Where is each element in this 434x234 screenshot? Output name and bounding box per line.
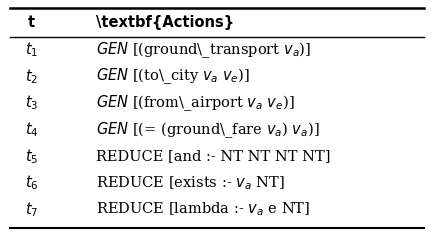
Text: $t_6$: $t_6$ bbox=[25, 174, 38, 192]
Text: REDUCE [and :- NT NT NT NT]: REDUCE [and :- NT NT NT NT] bbox=[96, 149, 331, 163]
Text: $t_2$: $t_2$ bbox=[25, 67, 38, 86]
Text: $t_5$: $t_5$ bbox=[25, 147, 38, 166]
Text: $\it{GEN}$ [(= (ground\_fare $v_a$) $v_a$)]: $\it{GEN}$ [(= (ground\_fare $v_a$) $v_a… bbox=[96, 120, 320, 140]
Text: $\it{GEN}$ [(to\_city $v_a$ $v_e$)]: $\it{GEN}$ [(to\_city $v_a$ $v_e$)] bbox=[96, 67, 250, 86]
Text: $\it{GEN}$ [(ground\_transport $v_a$)]: $\it{GEN}$ [(ground\_transport $v_a$)] bbox=[96, 40, 311, 60]
Text: REDUCE [lambda :- $v_a$ e NT]: REDUCE [lambda :- $v_a$ e NT] bbox=[96, 201, 310, 218]
Text: $t_4$: $t_4$ bbox=[25, 120, 38, 139]
Text: REDUCE [exists :- $v_a$ NT]: REDUCE [exists :- $v_a$ NT] bbox=[96, 174, 285, 192]
Text: $\mathbf{t}$: $\mathbf{t}$ bbox=[27, 14, 36, 30]
Text: $t_1$: $t_1$ bbox=[25, 40, 38, 59]
Text: $t_3$: $t_3$ bbox=[25, 94, 38, 113]
Text: $\it{GEN}$ [(from\_airport $v_a$ $v_e$)]: $\it{GEN}$ [(from\_airport $v_a$ $v_e$)] bbox=[96, 93, 295, 113]
Text: $t_7$: $t_7$ bbox=[25, 200, 38, 219]
Text: \textbf{Actions}: \textbf{Actions} bbox=[96, 15, 234, 30]
